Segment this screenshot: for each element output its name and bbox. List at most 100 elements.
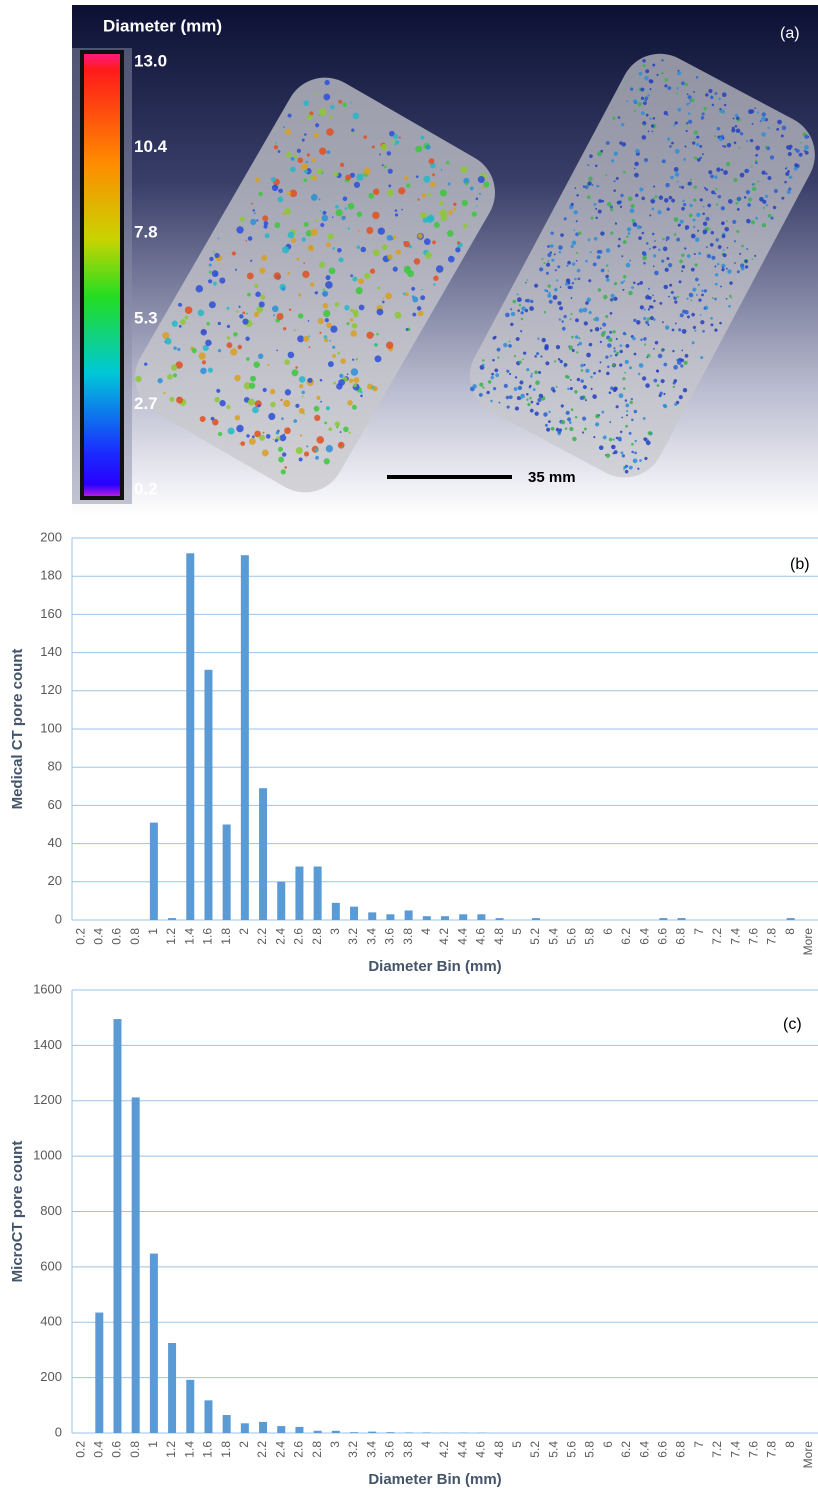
x-tick-label: 2.2 (255, 1441, 269, 1458)
bar (314, 867, 322, 920)
x-tick-label: 2.8 (310, 1441, 324, 1458)
page: Diameter (mm) (a) 35 mm 13.010.47.85.32.… (0, 0, 818, 1493)
y-tick-label: 600 (40, 1258, 62, 1273)
x-tick-label: 6.6 (656, 1441, 670, 1458)
x-tick-label: 3.4 (364, 1441, 378, 1458)
x-tick-label: 5.4 (546, 928, 560, 945)
x-tick-label: 0.8 (128, 1441, 142, 1458)
bar (459, 914, 467, 920)
y-tick-label: 200 (40, 1369, 62, 1384)
x-tick-label: 7.2 (710, 1441, 724, 1458)
panel-label: (b) (790, 556, 810, 573)
x-tick-label: 0.4 (91, 928, 105, 945)
x-tick-label: 4.8 (492, 928, 506, 945)
bar (168, 918, 176, 920)
x-tick-label: 2 (237, 1441, 251, 1448)
x-tick-label: 1.4 (182, 928, 196, 945)
bar (405, 1432, 413, 1433)
x-tick-label: 1.8 (219, 928, 233, 945)
x-tick-label: 0.2 (73, 928, 87, 945)
bar (386, 914, 394, 920)
y-tick-label: 40 (48, 835, 62, 850)
x-tick-label: 4.4 (455, 928, 469, 945)
x-tick-label: 7.2 (710, 928, 724, 945)
x-tick-label: 7.6 (746, 928, 760, 945)
colorbar-label: 0.2 (134, 479, 158, 498)
x-tick-label: 8 (783, 928, 797, 935)
y-axis-title: MicroCT pore count (9, 1141, 26, 1283)
y-tick-label: 140 (40, 644, 62, 659)
bar (368, 1432, 376, 1433)
x-tick-label: 3 (328, 928, 342, 935)
x-tick-label: 2.6 (292, 928, 306, 945)
bar (423, 1432, 431, 1433)
bar (204, 670, 212, 920)
x-tick-label: 1.2 (164, 928, 178, 945)
x-tick-label: 6.6 (656, 928, 670, 945)
x-tick-label: 6.2 (619, 1441, 633, 1458)
x-tick-label: 0.8 (128, 928, 142, 945)
x-tick-label: 6 (601, 928, 615, 935)
x-tick-label: 7 (692, 1441, 706, 1448)
bar (277, 1426, 285, 1433)
bar (368, 912, 376, 920)
bar (132, 1097, 140, 1433)
y-tick-label: 1600 (33, 981, 62, 996)
x-tick-label: 2.4 (273, 1441, 287, 1458)
figure: Diameter (mm) (a) 35 mm 13.010.47.85.32.… (0, 0, 818, 1493)
y-tick-label: 400 (40, 1314, 62, 1329)
bar (423, 916, 431, 920)
y-tick-label: 0 (55, 1424, 62, 1439)
y-tick-label: 0 (55, 911, 62, 926)
x-tick-label: 3.6 (383, 928, 397, 945)
x-tick-label: 6.8 (674, 1441, 688, 1458)
x-tick-label: 4.6 (474, 928, 488, 945)
x-tick-label: More (801, 928, 815, 956)
bar (386, 1432, 394, 1433)
x-tick-label: 4 (419, 1441, 433, 1448)
bar (295, 1427, 303, 1433)
x-tick-label: 2.2 (255, 928, 269, 945)
x-tick-label: 5.2 (528, 1441, 542, 1458)
legend-title: Diameter (mm) (103, 16, 222, 35)
x-tick-label: 7.8 (765, 928, 779, 945)
y-tick-label: 1400 (33, 1037, 62, 1052)
bar (186, 1380, 194, 1433)
bar (350, 907, 358, 920)
x-tick-label: 3 (328, 1441, 342, 1448)
x-axis-title: Diameter Bin (mm) (368, 1471, 501, 1488)
x-tick-label: 6.8 (674, 928, 688, 945)
x-tick-label: 2 (237, 928, 251, 935)
x-tick-label: 1.6 (201, 928, 215, 945)
bar (532, 918, 540, 920)
bar (678, 918, 686, 920)
x-axis-title: Diameter Bin (mm) (368, 958, 501, 975)
x-tick-label: 0.2 (73, 1441, 87, 1458)
panel-label: (c) (783, 1016, 802, 1033)
colorbar-label: 2.7 (134, 394, 158, 413)
x-tick-label: 5 (510, 1441, 524, 1448)
colorbar-label: 10.4 (134, 137, 168, 156)
bar (314, 1431, 322, 1433)
x-tick-label: 4 (419, 928, 433, 935)
x-tick-label: 4.2 (437, 928, 451, 945)
bar (150, 1254, 158, 1433)
x-tick-label: 7.4 (728, 928, 742, 945)
y-axis-title: Medical CT pore count (9, 649, 26, 810)
y-tick-label: 1000 (33, 1148, 62, 1163)
bar (241, 555, 249, 920)
x-tick-label: 5 (510, 928, 524, 935)
x-tick-label: 7.8 (765, 1441, 779, 1458)
x-tick-label: 3.2 (346, 928, 360, 945)
bar (95, 1313, 103, 1433)
x-tick-label: 4.2 (437, 1441, 451, 1458)
y-tick-label: 1200 (33, 1092, 62, 1107)
bar (150, 823, 158, 920)
x-tick-label: 5.6 (565, 928, 579, 945)
bar (477, 914, 485, 920)
y-tick-label: 20 (48, 873, 62, 888)
x-tick-label: 2.4 (273, 928, 287, 945)
bar (259, 1422, 267, 1433)
bar (241, 1423, 249, 1433)
bar (223, 825, 231, 921)
